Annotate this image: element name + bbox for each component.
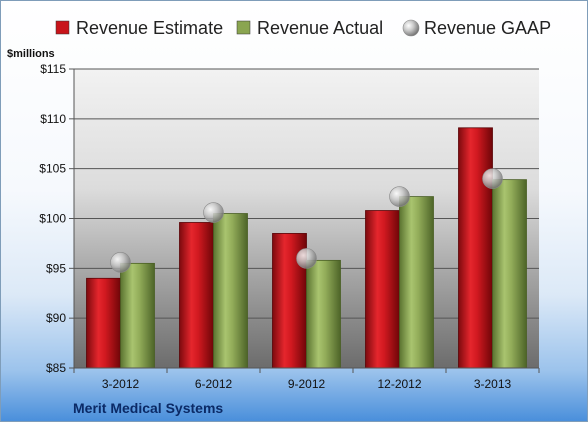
legend-label: Revenue Actual xyxy=(257,18,383,38)
point-revenue-gaap xyxy=(482,168,503,189)
y-tick-label: $105 xyxy=(39,162,66,176)
bar-revenue-actual xyxy=(399,196,434,369)
x-tick-label: 3-2013 xyxy=(474,377,512,391)
x-tick-label: 6-2012 xyxy=(195,377,233,391)
point-revenue-gaap xyxy=(203,202,224,223)
legend: Revenue Estimate Revenue Actual Revenue GA… xyxy=(55,18,551,38)
x-tick-label: 3-2012 xyxy=(102,377,140,391)
bar-revenue-actual xyxy=(492,179,527,369)
bar-revenue-estimate xyxy=(458,127,493,369)
legend-swatch-actual xyxy=(236,20,251,35)
y-unit-label: $millions xyxy=(7,48,55,60)
bar-revenue-estimate xyxy=(86,277,121,369)
point-revenue-gaap xyxy=(389,186,410,207)
legend-label: Revenue Estimate xyxy=(76,18,223,38)
gaap-points xyxy=(110,168,503,273)
legend-swatch-estimate xyxy=(55,20,70,35)
x-tick-label: 9-2012 xyxy=(288,377,326,391)
point-revenue-gaap xyxy=(296,248,317,269)
legend-swatch-gaap xyxy=(402,19,420,37)
bar-revenue-actual xyxy=(306,259,341,369)
point-revenue-gaap xyxy=(110,252,131,273)
y-tick-label: $85 xyxy=(46,361,66,375)
company-name: Merit Medical Systems xyxy=(73,400,223,416)
bar-revenue-actual xyxy=(213,213,248,369)
y-tick-label: $100 xyxy=(39,212,66,226)
legend-label: Revenue GAAP xyxy=(424,18,551,38)
y-tick-label: $95 xyxy=(46,261,66,275)
bar-revenue-estimate xyxy=(179,222,214,369)
bar-revenue-actual xyxy=(120,262,155,369)
y-axis: $85 $90 $95 $100 $105 $110 $115 xyxy=(39,62,75,375)
y-tick-label: $115 xyxy=(40,62,66,76)
bar-revenue-estimate xyxy=(365,210,400,369)
y-tick-label: $110 xyxy=(40,112,66,126)
y-tick-label: $90 xyxy=(46,311,66,325)
x-tick-label: 12-2012 xyxy=(377,377,421,391)
x-axis: 3-2012 6-2012 9-2012 12-2012 3-2013 xyxy=(73,367,540,391)
